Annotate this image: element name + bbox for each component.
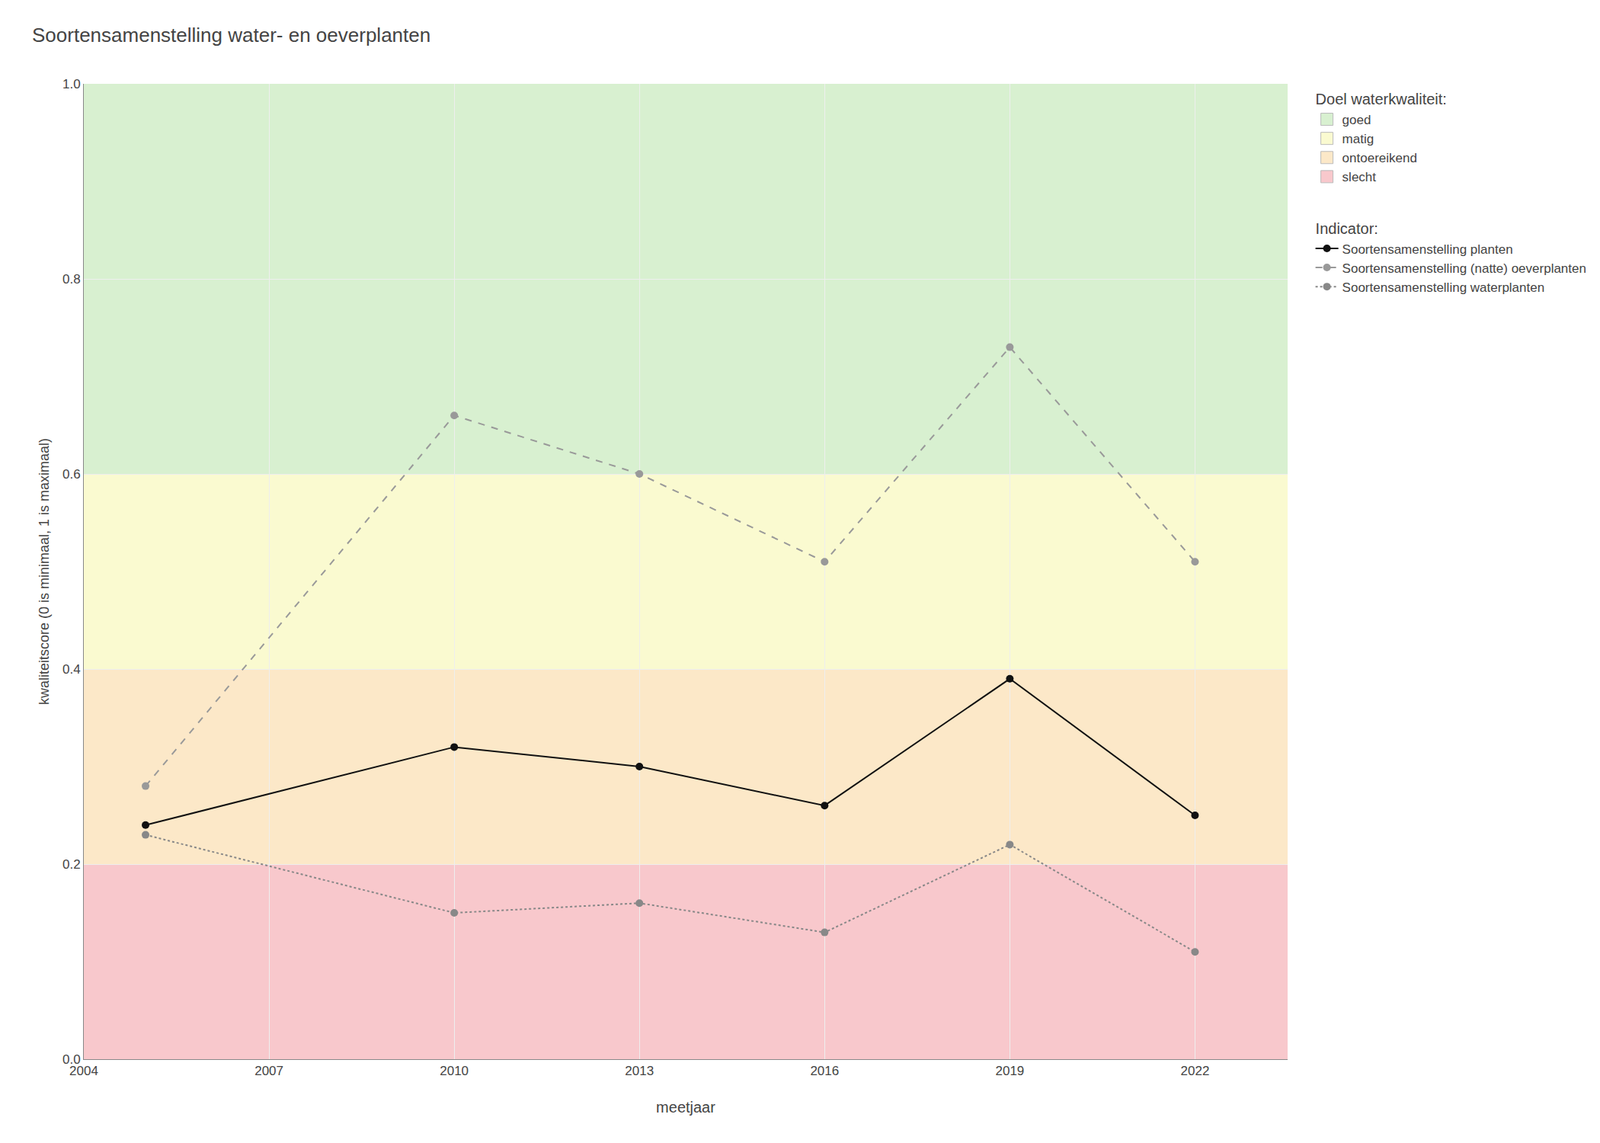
svg-text:2022: 2022 (1180, 1063, 1210, 1079)
svg-text:0.4: 0.4 (62, 662, 81, 677)
svg-text:2010: 2010 (439, 1063, 469, 1079)
svg-text:0.2: 0.2 (62, 857, 81, 872)
svg-text:Doel waterkwaliteit:: Doel waterkwaliteit: (1315, 90, 1447, 108)
svg-text:2007: 2007 (254, 1063, 284, 1079)
svg-text:Soortensamenstelling water- en: Soortensamenstelling water- en oeverplan… (32, 23, 431, 47)
svg-text:0.0: 0.0 (62, 1052, 81, 1067)
svg-text:ontoereikend: ontoereikend (1342, 150, 1418, 166)
svg-text:Soortensamenstelling (natte) o: Soortensamenstelling (natte) oeverplante… (1342, 261, 1587, 276)
svg-text:0.8: 0.8 (62, 272, 81, 287)
svg-text:Soortensamenstelling planten: Soortensamenstelling planten (1342, 242, 1514, 257)
svg-text:2004: 2004 (69, 1063, 99, 1079)
svg-text:goed: goed (1342, 112, 1372, 128)
svg-text:matig: matig (1342, 131, 1375, 147)
svg-text:2019: 2019 (995, 1063, 1024, 1079)
svg-text:slecht: slecht (1342, 169, 1377, 185)
svg-text:0.6: 0.6 (62, 467, 81, 482)
svg-text:2016: 2016 (809, 1063, 839, 1079)
svg-text:1.0: 1.0 (62, 76, 81, 92)
svg-text:Indicator:: Indicator: (1315, 220, 1379, 237)
svg-text:Soortensamenstelling waterplan: Soortensamenstelling waterplanten (1342, 280, 1546, 295)
svg-text:meetjaar: meetjaar (656, 1098, 716, 1116)
svg-text:kwaliteitscore (0 is minimaal,: kwaliteitscore (0 is minimaal, 1 is maxi… (36, 438, 52, 705)
svg-text:2013: 2013 (624, 1063, 654, 1079)
